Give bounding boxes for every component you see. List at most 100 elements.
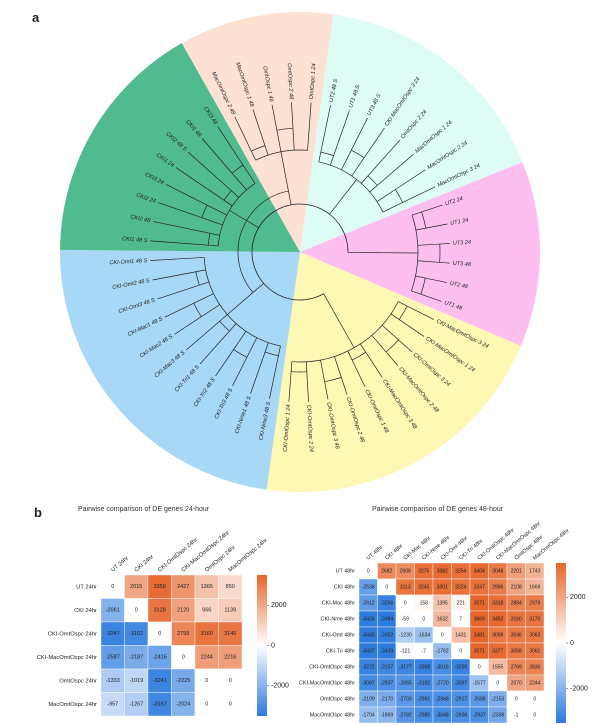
cell-value: -2917 — [454, 696, 467, 702]
leaf-branch — [320, 105, 331, 153]
internal-branch — [231, 172, 247, 191]
leaf-branch — [158, 202, 202, 219]
cell-value: -2720 — [436, 680, 449, 686]
cell-value: -3102 — [417, 680, 430, 686]
internal-branch — [360, 175, 369, 184]
cell-value: 0 — [205, 678, 208, 684]
cell-value: 2996 — [492, 584, 503, 590]
internal-branch — [290, 361, 293, 378]
cell-value: -3256 — [454, 664, 467, 670]
cell-value: -1267 — [129, 702, 143, 708]
leaf-branch — [232, 357, 248, 387]
cell-value: -3484 — [380, 616, 393, 622]
internal-branch — [347, 350, 356, 366]
cluster-sector — [300, 14, 523, 253]
cell-value: 3160 — [201, 631, 213, 637]
cell-value: 2015 — [130, 584, 142, 590]
cell-value: -2587 — [106, 655, 120, 661]
cell-value: 2244 — [529, 680, 540, 686]
leaf-branch — [403, 322, 425, 337]
cell-value: 2427 — [177, 584, 189, 590]
internal-branch — [390, 313, 405, 324]
leaf-branch — [215, 354, 231, 377]
leaf-branch — [335, 110, 350, 151]
leaf-branch — [426, 295, 442, 302]
cell-value: -59 — [402, 616, 409, 622]
internal-branch — [330, 149, 336, 166]
cell-value: -3256 — [380, 600, 393, 606]
row-label: MacOmtOspc 24hr — [48, 702, 97, 708]
cell-value: -1704 — [362, 712, 375, 718]
cell-value: 2836 — [529, 664, 540, 670]
cell-value: -3087 — [362, 680, 375, 686]
cell-value: -1230 — [399, 632, 412, 638]
cell-value: -957 — [107, 702, 118, 708]
cell-value: 0 — [205, 702, 208, 708]
cell-value: 0 — [515, 696, 518, 702]
cell-value: -3016 — [436, 664, 449, 670]
internal-branch — [341, 150, 352, 171]
cell-value: -1577 — [473, 680, 486, 686]
internal-branch — [411, 211, 422, 216]
leaf-branch — [152, 272, 191, 281]
cluster-sector — [181, 12, 334, 253]
row-label: UT 48hr — [336, 568, 356, 574]
cluster-sector — [266, 252, 521, 492]
cell-value: -3157 — [380, 664, 393, 670]
cell-value: -2538 — [362, 584, 375, 590]
cell-value: 3571 — [474, 648, 485, 654]
cell-value: 3061 — [529, 648, 540, 654]
cell-value: 1669 — [529, 584, 540, 590]
cell-value: -2688 — [473, 696, 486, 702]
internal-branch — [223, 199, 233, 207]
cell-value: -3241 — [153, 678, 167, 684]
leaf-branch — [269, 355, 279, 399]
leaf-branch — [164, 305, 189, 318]
leaf-label: UT3 48 — [452, 261, 472, 268]
column-label: UT 24hr — [110, 555, 130, 573]
leaf-branch — [271, 104, 278, 131]
leaf-branch — [157, 284, 200, 300]
cell-value: 2979 — [529, 600, 540, 606]
leaf-label: CKI2 48 — [130, 214, 152, 224]
row-label: CKI-OmtOspc 24hr — [48, 631, 97, 637]
leaf-label: OmtOspc 1 24 — [309, 63, 318, 99]
cell-value: 0 — [478, 664, 481, 670]
leaf-branch — [150, 240, 209, 246]
cell-value: 1365 — [201, 584, 213, 590]
cell-value: 3160 — [511, 616, 522, 622]
leaf-branch — [186, 324, 216, 351]
cell-value: 0 — [441, 632, 444, 638]
cell-value: -1 — [514, 712, 519, 718]
cell-value: 0 — [385, 584, 388, 590]
leaf-branch — [389, 356, 399, 366]
internal-branch — [398, 301, 408, 307]
internal-branch — [417, 243, 440, 246]
cell-value: -2703 — [399, 696, 412, 702]
internal-branch — [381, 324, 399, 341]
cell-value: -1762 — [436, 648, 449, 654]
cell-value: 7 — [459, 616, 462, 622]
leaf-branch — [365, 352, 383, 378]
cell-value: 2759 — [177, 631, 189, 637]
cell-value: -2415 — [153, 655, 167, 661]
leaf-branch — [350, 117, 368, 151]
cell-value: 2769 — [511, 664, 522, 670]
leaf-label: UT2 48 — [449, 281, 469, 291]
cell-value: -2109 — [362, 696, 375, 702]
internal-branch — [229, 331, 247, 355]
cell-value: 0 — [135, 608, 138, 614]
internal-branch — [292, 122, 295, 151]
color-bar-tick-label: 0 — [570, 640, 574, 647]
internal-branch — [334, 356, 342, 378]
row-label: CKI-Nme 48hr — [321, 616, 356, 622]
cell-value: -2961 — [417, 696, 430, 702]
cell-value: 3247 — [474, 584, 485, 590]
cell-value: 2108 — [511, 584, 522, 590]
internal-branch — [201, 304, 220, 317]
leaf-branch — [153, 221, 205, 233]
leaf-label: CKI-Omt1 48 S — [109, 258, 147, 266]
cell-value: 2201 — [511, 568, 522, 574]
